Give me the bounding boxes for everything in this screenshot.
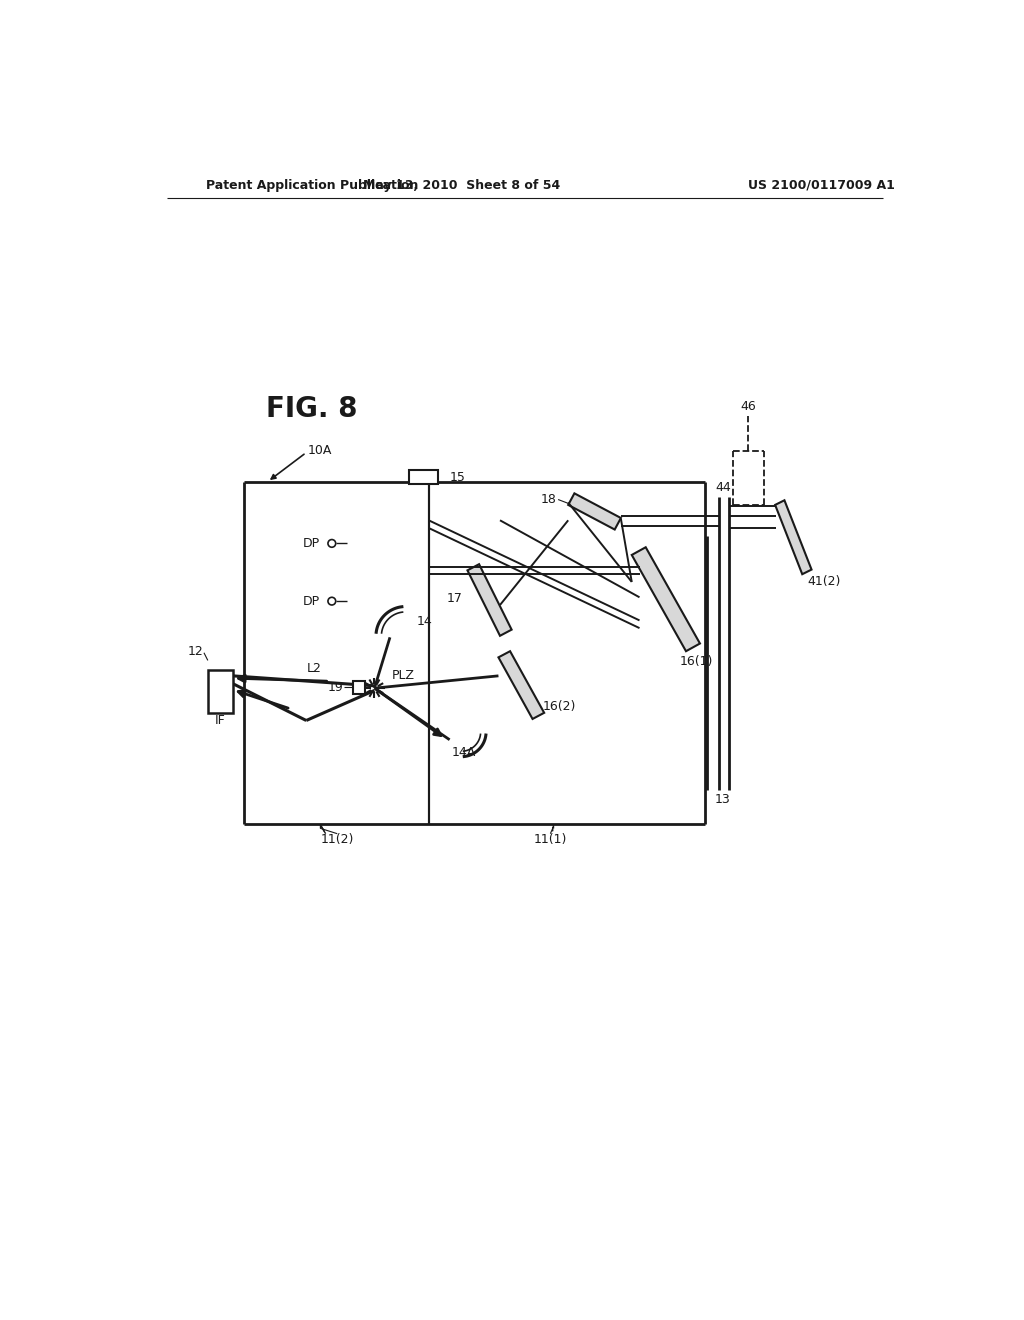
Text: US 2100/0117009 A1: US 2100/0117009 A1 <box>748 178 895 191</box>
Text: PLZ: PLZ <box>391 669 415 682</box>
Text: 15: 15 <box>450 471 466 483</box>
Text: DP: DP <box>302 594 319 607</box>
Text: DP: DP <box>302 537 319 550</box>
Text: 10A: 10A <box>308 445 332 458</box>
Text: 46: 46 <box>740 400 756 413</box>
Text: 44: 44 <box>716 482 731 495</box>
Polygon shape <box>568 494 621 529</box>
Text: 17: 17 <box>446 593 463 606</box>
Polygon shape <box>499 651 544 719</box>
Text: 16(2): 16(2) <box>543 700 575 713</box>
Text: 12: 12 <box>187 644 203 657</box>
Bar <box>208 671 232 713</box>
Text: 41(2): 41(2) <box>808 576 841 589</box>
Bar <box>352 681 366 693</box>
Text: 14A: 14A <box>452 746 476 759</box>
Text: 16(1): 16(1) <box>680 655 713 668</box>
Text: IF: IF <box>215 714 225 727</box>
Polygon shape <box>632 548 700 651</box>
Text: Patent Application Publication: Patent Application Publication <box>206 178 418 191</box>
Polygon shape <box>467 564 512 636</box>
Bar <box>409 470 438 484</box>
Text: 18: 18 <box>541 492 557 506</box>
Text: 11(1): 11(1) <box>534 833 567 846</box>
Text: 19: 19 <box>328 681 343 694</box>
Text: L2: L2 <box>306 661 322 675</box>
Text: May 13, 2010  Sheet 8 of 54: May 13, 2010 Sheet 8 of 54 <box>362 178 560 191</box>
Text: 13: 13 <box>715 793 730 807</box>
Text: 14: 14 <box>417 615 432 628</box>
Text: FIG. 8: FIG. 8 <box>266 395 357 422</box>
Polygon shape <box>775 500 812 574</box>
Text: 11(2): 11(2) <box>321 833 354 846</box>
